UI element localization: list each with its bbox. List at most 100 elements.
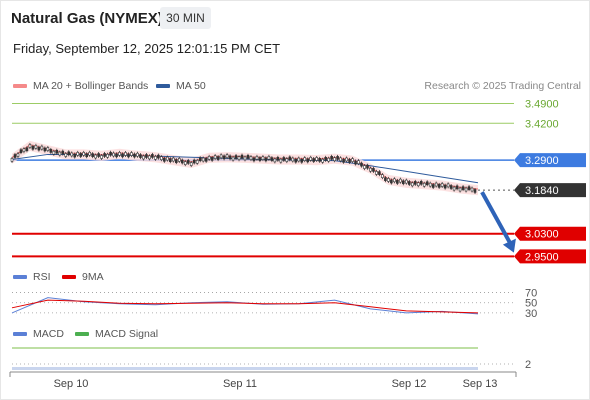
legend-ma20: MA 20 + Bollinger Bands <box>13 80 148 92</box>
candle-body <box>163 158 166 162</box>
candle-body <box>151 154 154 158</box>
candle-body <box>22 148 26 152</box>
candle-body <box>204 158 208 162</box>
candle-body <box>252 157 256 162</box>
macd-level-label: 2 <box>525 359 531 371</box>
candle-body <box>431 184 435 188</box>
candle-body <box>180 159 184 164</box>
candle-body <box>88 151 91 156</box>
candle-body <box>136 152 139 157</box>
forecast-arrow-shaft <box>480 191 512 244</box>
candle-body <box>67 151 71 156</box>
candle-body <box>452 186 456 191</box>
candle-body <box>405 179 408 184</box>
x-tick-label: Sep 10 <box>54 378 89 390</box>
candle-body <box>437 184 441 188</box>
candle-body <box>369 167 372 172</box>
candle-body <box>318 158 321 162</box>
candle-body <box>351 158 354 162</box>
candle-body <box>133 153 136 158</box>
ma50-legend-label: MA 50 <box>176 80 206 92</box>
candle-body <box>276 157 280 161</box>
candle-body <box>130 152 133 156</box>
legend-ma50: MA 50 <box>156 80 206 92</box>
candle-body <box>103 153 106 157</box>
x-tick-label: Sep 13 <box>463 378 498 390</box>
candle-body <box>201 157 205 162</box>
candle-body <box>372 168 375 172</box>
candle-body <box>267 156 271 160</box>
candle-body <box>106 153 109 158</box>
candle-body <box>213 155 217 159</box>
candle-body <box>64 153 68 157</box>
rsi-9ma-line <box>11 299 479 314</box>
candle-body <box>407 181 411 185</box>
level-tag: 3.2900 <box>514 153 586 168</box>
candle-body <box>198 157 202 162</box>
candle-body <box>354 160 357 165</box>
candle-body <box>79 153 83 157</box>
rsi-legend-label: RSI <box>33 271 51 283</box>
candle-body <box>228 155 232 160</box>
candle-body <box>330 155 333 160</box>
candle-body <box>357 160 360 164</box>
candle-body <box>85 153 88 158</box>
candle-body <box>470 187 474 192</box>
level-tag-bg <box>514 153 586 168</box>
x-tick-label: Sep 12 <box>392 378 427 390</box>
rsi-level-label: 30 <box>525 308 537 320</box>
candle-body <box>240 154 244 159</box>
level-label: 3.2900 <box>525 155 559 167</box>
candle-body <box>157 154 160 159</box>
candle-body <box>28 144 32 148</box>
candle-body <box>282 157 286 161</box>
candle-body <box>177 158 181 162</box>
level-tag: 3.0300 <box>514 226 586 241</box>
candle-body <box>216 156 220 160</box>
candle-body <box>381 174 384 178</box>
candle-body <box>348 159 351 163</box>
rsi-swatch <box>13 275 27 279</box>
forecast-arrow-head <box>502 238 516 253</box>
candle-body <box>422 182 426 187</box>
candle-body <box>312 158 316 162</box>
candle-body <box>94 154 97 159</box>
candle-body <box>461 186 465 190</box>
candle-body <box>446 183 450 188</box>
candle-body <box>399 178 402 183</box>
candle-body <box>43 147 47 152</box>
candle-body <box>40 145 44 150</box>
candle-body <box>413 181 417 185</box>
candle-body <box>464 187 468 192</box>
candle-body <box>255 156 259 160</box>
candle-body <box>366 164 369 169</box>
candle-body <box>300 158 304 163</box>
level-label: 3.4900 <box>525 98 559 110</box>
candle-body <box>70 152 74 157</box>
candle-body <box>174 159 178 163</box>
timeframe-badge[interactable]: 30 MIN <box>160 7 211 29</box>
candle-body <box>303 157 307 161</box>
candle-body <box>192 159 196 164</box>
level-tag: 2.9500 <box>514 249 586 264</box>
candle-body <box>249 156 253 160</box>
candle-body <box>333 157 336 162</box>
candle-body <box>342 159 345 163</box>
candle-body <box>145 154 148 158</box>
candle-body <box>195 160 199 164</box>
candle-body <box>288 156 292 161</box>
candle-body <box>270 157 274 161</box>
candle-body <box>219 154 223 159</box>
candle-body <box>324 157 327 161</box>
candle-body <box>142 155 145 160</box>
candle-body <box>61 150 65 155</box>
candle-body <box>410 182 414 187</box>
rsi-line <box>11 297 479 315</box>
macd-signal-swatch <box>75 332 89 336</box>
candle-body <box>273 158 277 163</box>
candle-body <box>393 178 396 183</box>
level-label: 3.4200 <box>525 118 559 130</box>
macd-swatch <box>13 332 27 336</box>
candle-body <box>189 162 193 166</box>
